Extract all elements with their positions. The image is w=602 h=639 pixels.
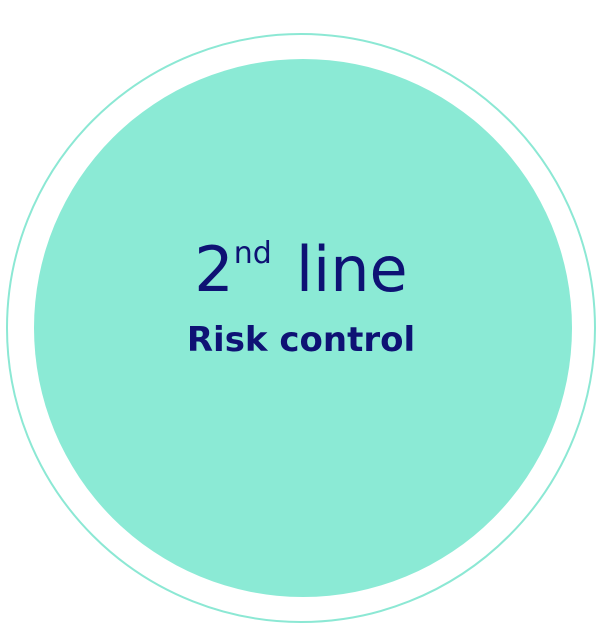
headline: 2nd line <box>0 232 602 308</box>
subtitle: Risk control <box>186 320 416 360</box>
headline-ordinal-suffix: nd <box>233 236 272 272</box>
label-block: 2nd line Risk control <box>0 232 602 362</box>
inner-disc <box>34 59 572 597</box>
headline-number: 2 <box>194 233 234 306</box>
headline-word: line <box>295 233 408 306</box>
